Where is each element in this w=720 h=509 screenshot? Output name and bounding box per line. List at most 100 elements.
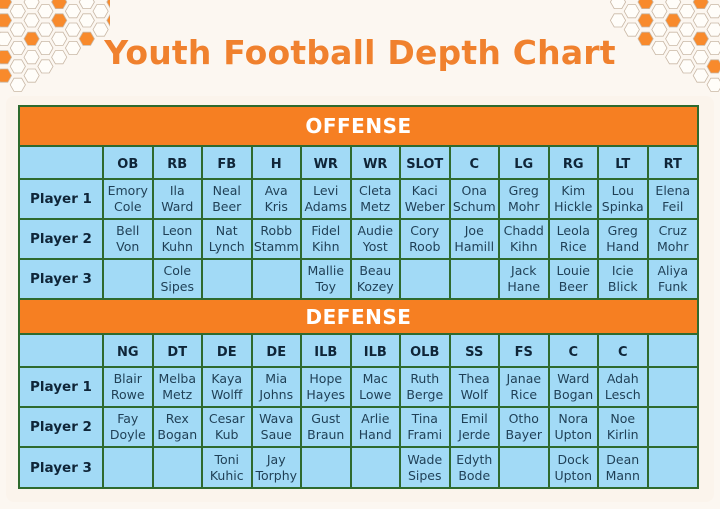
player-last-name: Kozey — [356, 279, 394, 294]
player-last-name: Adams — [304, 199, 348, 214]
row-label: Player 3 — [20, 446, 104, 487]
player-last-name: Funk — [657, 279, 688, 294]
player-last-name: Von — [116, 239, 140, 254]
player-cell: Kaya Wolff — [201, 366, 253, 408]
player-first-name: Adah — [606, 371, 639, 386]
player-first-name: Lou — [611, 183, 634, 198]
offense-position-header-row: OB RB FB H WR WR SLOT C LG RG LT RT — [20, 147, 697, 180]
player-first-name: Nat — [215, 223, 238, 238]
table-row: Player 2 Fay Doyle Rex Bogan Cesar Kub Wava Saue… — [20, 406, 697, 448]
player-last-name: Ward — [161, 199, 194, 214]
player-first-name: Kim — [561, 183, 586, 198]
player-cell: Ila Ward — [151, 178, 203, 220]
player-first-name: Fay — [117, 411, 139, 426]
player-last-name: Rice — [510, 387, 538, 402]
table-row: Player 1 Blair Rowe Melba Metz Kaya Wolff Mia Jo… — [20, 366, 697, 408]
player-last-name: Rowe — [110, 387, 145, 402]
player-last-name: Sipes — [407, 467, 442, 483]
player-cell: Jack Hane — [498, 258, 550, 300]
player-first-name: Cory — [410, 223, 440, 238]
player-cell: Ona Schum — [448, 178, 500, 220]
position-header: FB — [201, 147, 253, 180]
player-first-name: Neal — [212, 183, 241, 198]
player-first-name: Leola — [556, 223, 590, 238]
player-cell: Icie Blick — [597, 258, 649, 300]
position-header: WR — [300, 147, 352, 180]
player-cell: Ward Bogan — [547, 366, 599, 408]
player-cell: Lou Spinka — [597, 178, 649, 220]
player-cell: Kaci Weber — [399, 178, 451, 220]
player-first-name: Arlie — [361, 411, 390, 426]
player-last-name: Toy — [315, 279, 337, 294]
position-header — [646, 335, 697, 368]
position-header: SLOT — [399, 147, 451, 180]
row-label: Player 3 — [20, 258, 104, 300]
player-first-name: Toni — [214, 451, 240, 467]
player-last-name: Kris — [264, 199, 288, 214]
player-first-name: Louie — [556, 263, 590, 278]
player-last-name: Kihn — [311, 239, 340, 254]
row-label: Player 1 — [20, 366, 104, 408]
player-cell — [498, 446, 550, 487]
player-first-name: Wade — [407, 451, 443, 467]
player-last-name: Upton — [554, 427, 593, 442]
player-last-name: Metz — [162, 387, 193, 402]
player-cell: Louie Beer — [547, 258, 599, 300]
player-last-name: Hayes — [306, 387, 346, 402]
player-cell: Leon Kuhn — [151, 218, 203, 260]
player-first-name: Elena — [655, 183, 691, 198]
player-cell: Fidel Kihn — [300, 218, 352, 260]
player-cell: Cruz Mohr — [646, 218, 697, 260]
player-first-name: Edyth — [456, 451, 493, 467]
player-cell: Aliya Funk — [646, 258, 697, 300]
player-cell: Janae Rice — [498, 366, 550, 408]
player-cell: Beau Kozey — [349, 258, 401, 300]
player-cell — [646, 446, 697, 487]
player-cell: Rex Bogan — [151, 406, 203, 448]
player-cell — [646, 366, 697, 408]
player-last-name: Mohr — [657, 239, 689, 254]
player-cell: Noe Kirlin — [597, 406, 649, 448]
player-last-name: Mohr — [508, 199, 540, 214]
player-cell: Elena Feil — [646, 178, 697, 220]
player-last-name: Doyle — [109, 427, 146, 442]
position-header: RT — [646, 147, 697, 180]
player-cell — [102, 446, 154, 487]
depth-chart: OFFENSE OB RB FB H WR WR SLOT C LG RG LT RT Player 1… — [18, 105, 699, 489]
defense-section-header: DEFENSE — [20, 298, 697, 335]
page-title: Youth Football Depth Chart — [104, 33, 616, 72]
player-cell: Edyth Bode — [448, 446, 500, 487]
player-last-name: Bogan — [157, 427, 198, 442]
player-cell: Leola Rice — [547, 218, 599, 260]
player-last-name: Rice — [559, 239, 587, 254]
player-first-name: Nora — [558, 411, 589, 426]
player-cell: Cesar Kub — [201, 406, 253, 448]
player-cell: Melba Metz — [151, 366, 203, 408]
player-last-name: Spinka — [601, 199, 644, 214]
player-last-name: Yost — [362, 239, 388, 254]
player-cell: Thea Wolf — [448, 366, 500, 408]
player-cell: Wade Sipes — [399, 446, 451, 487]
player-first-name: Ward — [557, 371, 590, 386]
player-cell: Ruth Berge — [399, 366, 451, 408]
player-last-name: Saue — [260, 427, 292, 442]
player-cell — [151, 446, 203, 487]
player-cell — [448, 258, 500, 300]
player-last-name: Bayer — [505, 427, 542, 442]
player-cell — [250, 258, 302, 300]
player-first-name: Thea — [458, 371, 490, 386]
player-cell: Dock Upton — [547, 446, 599, 487]
position-header: NG — [102, 335, 154, 368]
position-header: OB — [102, 147, 154, 180]
player-cell — [300, 446, 352, 487]
player-first-name: Ila — [169, 183, 185, 198]
player-last-name: Lowe — [359, 387, 392, 402]
player-last-name: Beer — [212, 199, 242, 214]
position-header: C — [547, 335, 599, 368]
position-header: ILB — [349, 335, 401, 368]
player-cell: Mallie Toy — [300, 258, 352, 300]
player-cell: Ava Kris — [250, 178, 302, 220]
player-last-name: Upton — [554, 467, 593, 483]
player-cell: Emil Jerde — [448, 406, 500, 448]
player-last-name: Braun — [307, 427, 345, 442]
